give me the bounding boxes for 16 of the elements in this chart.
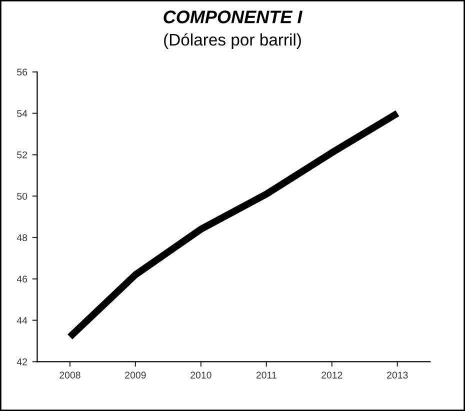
y-tick-label: 56 xyxy=(17,68,28,76)
chart-subtitle: (Dólares por barril) xyxy=(164,33,301,49)
x-tick-label: 2013 xyxy=(387,372,408,379)
x-tick-label: 2008 xyxy=(60,372,80,379)
y-tick-label: 48 xyxy=(16,234,28,242)
y-tick-label: 42 xyxy=(16,358,27,366)
y-tick-label: 50 xyxy=(17,192,28,200)
y-tick-label: 54 xyxy=(17,110,28,117)
x-tick-label: 2010 xyxy=(190,372,212,379)
x-tick-label: 2012 xyxy=(322,372,342,379)
y-tick-label: 52 xyxy=(17,151,27,158)
x-tick-label: 2009 xyxy=(125,372,146,379)
chart-title: COMPONENTE I xyxy=(164,10,303,24)
x-tick-label: 2011 xyxy=(256,372,276,379)
y-tick-label: 46 xyxy=(16,276,28,283)
y-tick-label: 44 xyxy=(16,317,28,324)
